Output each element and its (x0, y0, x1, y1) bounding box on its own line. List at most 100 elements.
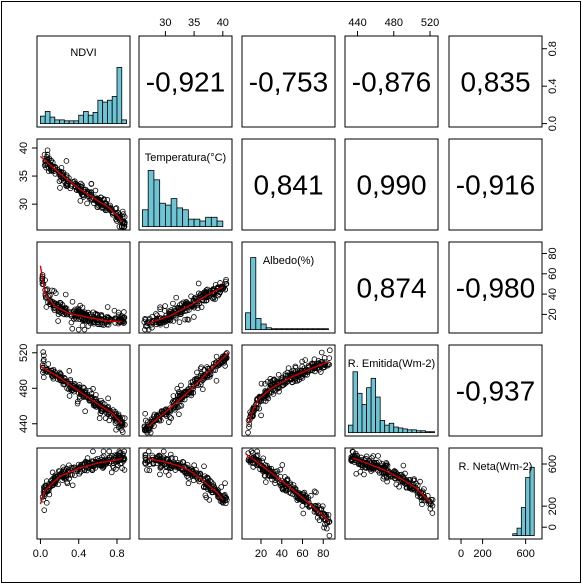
scatter-point (181, 396, 188, 403)
scatter-point (143, 417, 149, 424)
scatter-point (311, 356, 318, 363)
tick-label: 0.4 (547, 79, 559, 94)
scatter-point (222, 480, 228, 486)
scatter-point (40, 349, 47, 355)
tick-label: 0.0 (547, 116, 559, 131)
correlation-value: 0,841 (253, 170, 323, 201)
histogram-bar (142, 209, 149, 228)
scatter-point (181, 392, 188, 399)
scatter-point (176, 411, 182, 418)
scatter-point (121, 309, 127, 315)
histogram-bar (245, 312, 252, 331)
scatter-point (220, 500, 226, 506)
scatter-point (358, 462, 365, 468)
histogram-bar (525, 477, 531, 537)
scatter-point (84, 393, 91, 400)
scatter-point (166, 464, 173, 470)
scatter-point (202, 475, 208, 482)
scatter-point (142, 410, 148, 417)
scatter-point (41, 507, 48, 513)
correlation-value: 0,874 (356, 273, 426, 304)
scatter-point (166, 419, 172, 425)
histogram-bar (312, 328, 319, 331)
histogram-bar (193, 218, 201, 228)
scatter-point (326, 355, 333, 361)
scatter-point (114, 218, 120, 224)
smooth-fit-line (352, 457, 431, 503)
panel-r3-c2 (241, 344, 336, 437)
scatter-point (46, 483, 52, 490)
tick-label: 40 (547, 288, 559, 300)
scatter-point (149, 420, 155, 427)
scatter-point (326, 532, 333, 539)
panel-r0-c4 (448, 35, 543, 128)
scatter-point (185, 388, 192, 394)
histogram-bar (416, 430, 422, 434)
scatter-point (43, 158, 49, 164)
scatter-point (373, 459, 380, 466)
scatter-point (205, 365, 211, 372)
histogram-bar (322, 328, 329, 331)
scatter-point (308, 492, 314, 499)
scatter-point (213, 378, 220, 384)
scatter-point (105, 403, 112, 410)
scatter-point (393, 481, 400, 488)
histogram-bar (54, 119, 60, 125)
scatter-point (289, 379, 295, 386)
scatter-point (267, 378, 274, 385)
scatter-point (160, 448, 167, 455)
scatter-point (67, 376, 74, 383)
histogram-bar (107, 99, 113, 125)
scatter-point (153, 456, 160, 462)
scatter-point (222, 363, 228, 369)
scatter-point (95, 312, 101, 318)
scatter-point (391, 472, 398, 479)
scatter-point (81, 385, 87, 392)
histogram-bar (384, 424, 390, 434)
scatter-point (327, 347, 333, 354)
scatter-point (313, 489, 319, 496)
scatter-point (262, 390, 269, 397)
smooth-fit-line (40, 365, 123, 425)
histogram-bar (352, 371, 358, 434)
correlation-value: -0,937 (456, 376, 535, 407)
tick-label: 20 (255, 548, 267, 560)
histogram-bar (159, 202, 166, 228)
scatter-point (147, 429, 154, 436)
scatter-point (263, 479, 269, 485)
scatter-point (384, 478, 390, 485)
tick-label: 20 (547, 308, 559, 320)
scatter-point (223, 351, 229, 357)
histogram-bar (411, 429, 417, 434)
scatter-point (95, 321, 101, 328)
tick-label: 35 (188, 17, 200, 29)
scatter-point (264, 378, 271, 385)
scatter-point (45, 361, 52, 367)
histogram-bar (281, 328, 288, 331)
panel-r2-c3 (344, 241, 439, 334)
scatter-point (323, 525, 330, 532)
scatter-point (375, 453, 381, 459)
scatter-point (182, 316, 188, 323)
scatter-point (349, 456, 356, 463)
histogram-bar (260, 323, 267, 331)
scatter-point (166, 472, 172, 478)
correlation-value: 0,835 (460, 67, 530, 98)
histogram-bar (78, 114, 84, 125)
scatter-point (84, 200, 90, 207)
scatter-point (75, 398, 81, 405)
histogram-bar (165, 204, 172, 228)
scatter-point (46, 491, 53, 498)
scatter-point (114, 462, 121, 469)
scatter-point (189, 466, 195, 472)
scatter-point (283, 372, 289, 379)
scatter-point (411, 477, 417, 484)
scatter-point (279, 486, 286, 493)
scatter-point (279, 462, 286, 468)
scatter-point (221, 352, 228, 359)
scatter-point (119, 429, 126, 435)
tick-label: 0.0 (33, 548, 48, 560)
variable-label: Albedo(%) (263, 255, 314, 267)
scatter-point (102, 207, 109, 214)
